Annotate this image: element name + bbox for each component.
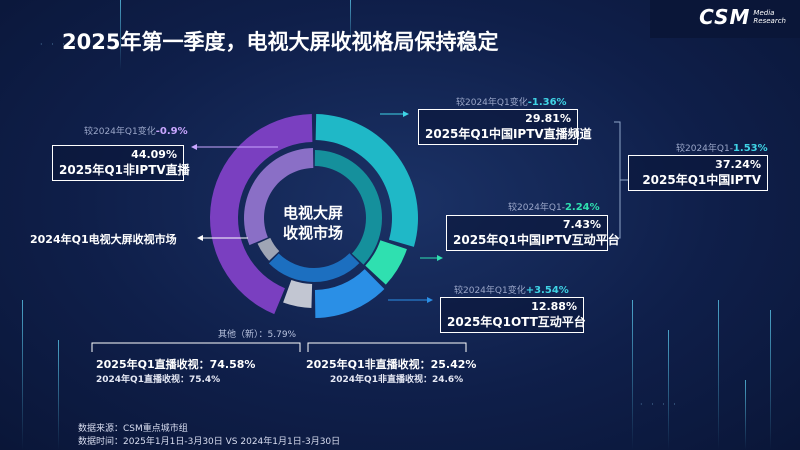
- label-ott: 12.88% 2025年Q1OTT互动平台: [440, 297, 586, 333]
- label-iptv-interactive: 7.43% 2025年Q1中国IPTV互动平台: [446, 215, 620, 251]
- inner-ring-segment-1: [268, 253, 360, 283]
- outer-ring-segment-3: [283, 279, 313, 308]
- decor-line: [350, 0, 351, 45]
- label-other: 其他（新）：5.79%: [218, 330, 297, 340]
- label-iptv-total: 37.24% 2025年Q1中国IPTV: [628, 155, 768, 191]
- outer-ring-segment-1: [365, 240, 407, 285]
- decor-line: [718, 300, 719, 450]
- change-iptv-total: 较2024年Q1-1.53%: [676, 143, 768, 154]
- inner-ring-segment-0: [314, 150, 383, 265]
- decor-line: [22, 300, 23, 450]
- logo-bar: [650, 0, 800, 38]
- page-title: 2025年第一季度，电视大屏收视格局保持稳定: [62, 30, 499, 54]
- change-non-iptv: 较2024年Q1变化-0.9%: [84, 126, 188, 137]
- label-market-2024: 2024年Q1电视大屏收视市场: [30, 233, 177, 246]
- logo-subtext: Media Research: [753, 9, 786, 25]
- label-non-iptv: 44.09% 2025年Q1非IPTV直播: [52, 145, 190, 181]
- iptv-bracket: [614, 121, 621, 239]
- inner-ring-segment-3: [244, 148, 314, 246]
- outer-ring-segment-4: [210, 114, 313, 315]
- decor-dots: · · · ·: [40, 40, 79, 49]
- decor-line: [120, 0, 121, 70]
- live-bracket: [91, 342, 301, 352]
- decor-line: [58, 340, 59, 450]
- change-iptv-live: 较2024年Q1变化-1.36%: [456, 97, 567, 108]
- outer-ring-segment-0: [315, 114, 419, 247]
- logo-text: CSM: [699, 5, 751, 29]
- date-range-line: 数据时间：2025年1月1日-3月30日 VS 2024年1月1日-3月30日: [78, 437, 341, 447]
- label-iptv-live: 29.81% 2025年Q1中国IPTV直播频道: [418, 109, 592, 145]
- nonlive-bracket: [307, 342, 467, 352]
- center-label-2: 收视市场: [283, 224, 344, 242]
- change-iptv-interactive: 较2024年Q1-2.24%: [508, 202, 600, 213]
- change-ott: 较2024年Q1变化+3.54%: [454, 285, 569, 296]
- center-label-1: 电视大屏: [283, 204, 344, 222]
- summary-live-2024: 2024年Q1直播收视：75.4%: [96, 375, 221, 385]
- decor-line: [770, 310, 771, 450]
- decor-line: [745, 380, 746, 450]
- inner-ring-segment-2: [257, 237, 280, 261]
- decor-dots: · · · ·: [640, 400, 679, 409]
- summary-nonlive-2025: 2025年Q1非直播收视：25.42%: [306, 358, 477, 371]
- decor-line: [632, 300, 633, 450]
- decor-line: [668, 330, 669, 450]
- summary-live-2025: 2025年Q1直播收视：74.58%: [96, 358, 256, 371]
- summary-nonlive-2024: 2024年Q1非直播收视：24.6%: [330, 375, 464, 385]
- csm-logo: CSM Media Research: [699, 5, 786, 29]
- outer-ring-segment-2: [314, 269, 385, 318]
- source-line: 数据来源：CSM重点城市组: [78, 424, 188, 434]
